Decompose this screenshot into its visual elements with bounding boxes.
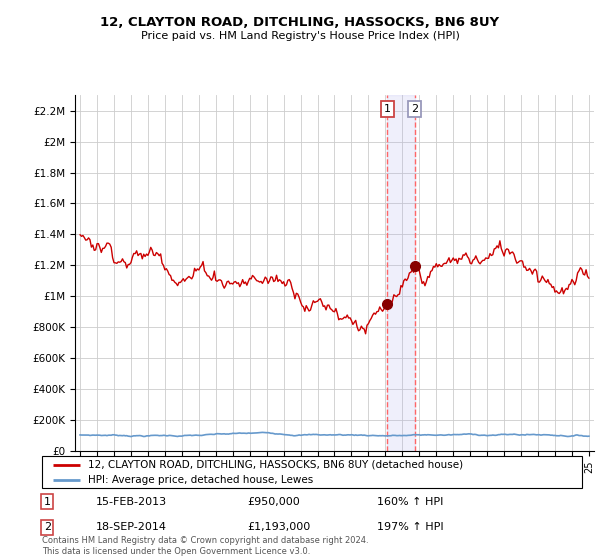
Bar bbox=[388, 95, 415, 451]
Text: 2: 2 bbox=[44, 522, 51, 533]
Text: HPI: Average price, detached house, Lewes: HPI: Average price, detached house, Lewe… bbox=[88, 475, 313, 485]
Text: 197% ↑ HPI: 197% ↑ HPI bbox=[377, 522, 443, 533]
Text: 12, CLAYTON ROAD, DITCHLING, HASSOCKS, BN6 8UY: 12, CLAYTON ROAD, DITCHLING, HASSOCKS, B… bbox=[100, 16, 500, 29]
Text: Price paid vs. HM Land Registry's House Price Index (HPI): Price paid vs. HM Land Registry's House … bbox=[140, 31, 460, 41]
Text: 18-SEP-2014: 18-SEP-2014 bbox=[96, 522, 167, 533]
Text: £1,193,000: £1,193,000 bbox=[247, 522, 310, 533]
Text: 160% ↑ HPI: 160% ↑ HPI bbox=[377, 497, 443, 507]
Text: 1: 1 bbox=[44, 497, 51, 507]
Text: £950,000: £950,000 bbox=[247, 497, 300, 507]
Text: 2: 2 bbox=[411, 104, 418, 114]
Text: 12, CLAYTON ROAD, DITCHLING, HASSOCKS, BN6 8UY (detached house): 12, CLAYTON ROAD, DITCHLING, HASSOCKS, B… bbox=[88, 460, 463, 470]
Text: 15-FEB-2013: 15-FEB-2013 bbox=[96, 497, 167, 507]
Text: Contains HM Land Registry data © Crown copyright and database right 2024.
This d: Contains HM Land Registry data © Crown c… bbox=[42, 536, 368, 556]
Text: 1: 1 bbox=[384, 104, 391, 114]
